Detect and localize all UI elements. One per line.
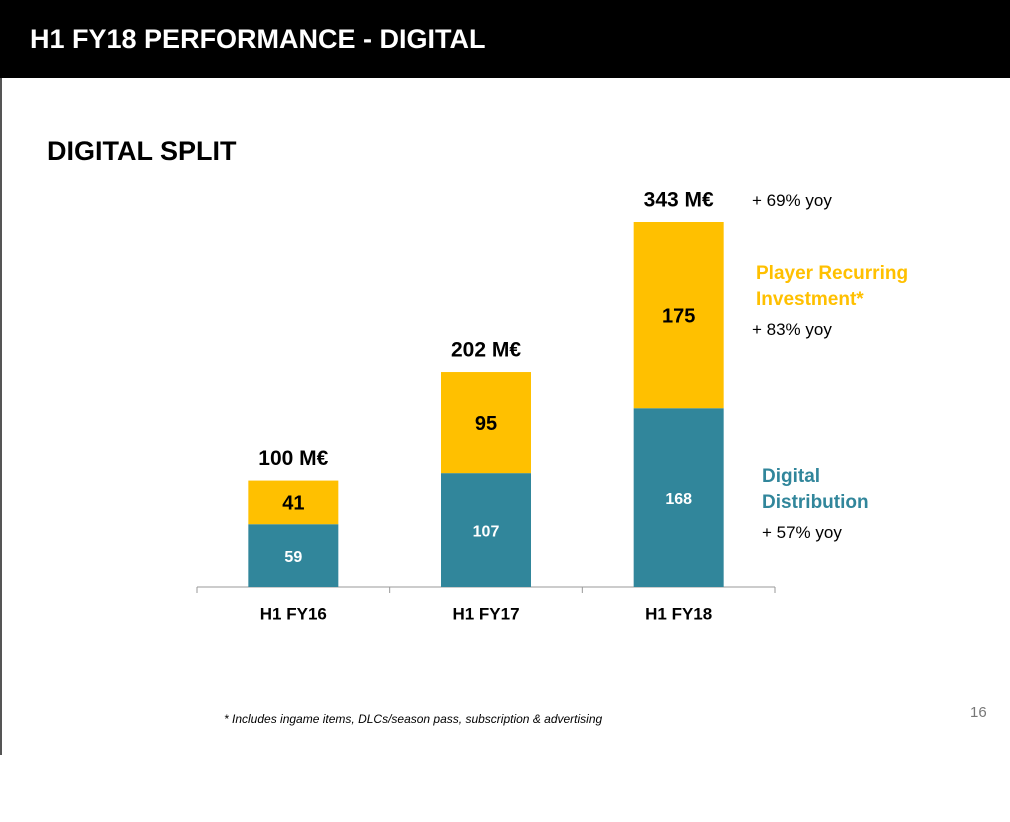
bar-segment — [441, 473, 531, 587]
value-label: 95 — [475, 413, 497, 435]
value-label: 175 — [662, 305, 695, 327]
footnote: * Includes ingame items, DLCs/season pas… — [224, 712, 603, 726]
x-tick-label: H1 FY17 — [452, 604, 519, 623]
page-number: 16 — [970, 704, 987, 721]
left-border — [0, 78, 2, 755]
bar-segment — [633, 222, 724, 409]
bar-segment — [441, 372, 531, 474]
value-label: 41 — [282, 493, 304, 515]
x-tick-label: H1 FY18 — [645, 604, 712, 623]
header-title: H1 FY18 PERFORMANCE - DIGITAL — [30, 24, 486, 54]
bar-segment — [248, 524, 339, 587]
legend-entry: Digital Distribution — [762, 466, 869, 513]
x-tick-label: H1 FY16 — [260, 604, 327, 623]
series-yoy: + 57% yoy — [762, 523, 842, 542]
value-label: 107 — [473, 523, 500, 540]
header-bar: H1 FY18 PERFORMANCE - DIGITAL — [0, 0, 1010, 78]
total-label: 100 M€ — [258, 447, 328, 470]
series-yoy: + 83% yoy — [752, 320, 832, 339]
value-label: 59 — [284, 549, 302, 566]
subtitle: DIGITAL SPLIT — [47, 136, 237, 166]
bar-segment — [633, 408, 724, 587]
legend-entry: Player Recurring Investment* — [756, 263, 909, 310]
total-label: 202 M€ — [451, 339, 521, 362]
bar-segment — [248, 480, 339, 525]
total-label: 343 M€ — [644, 189, 714, 212]
total-yoy: + 69% yoy — [752, 191, 832, 210]
value-label: 168 — [665, 491, 692, 508]
